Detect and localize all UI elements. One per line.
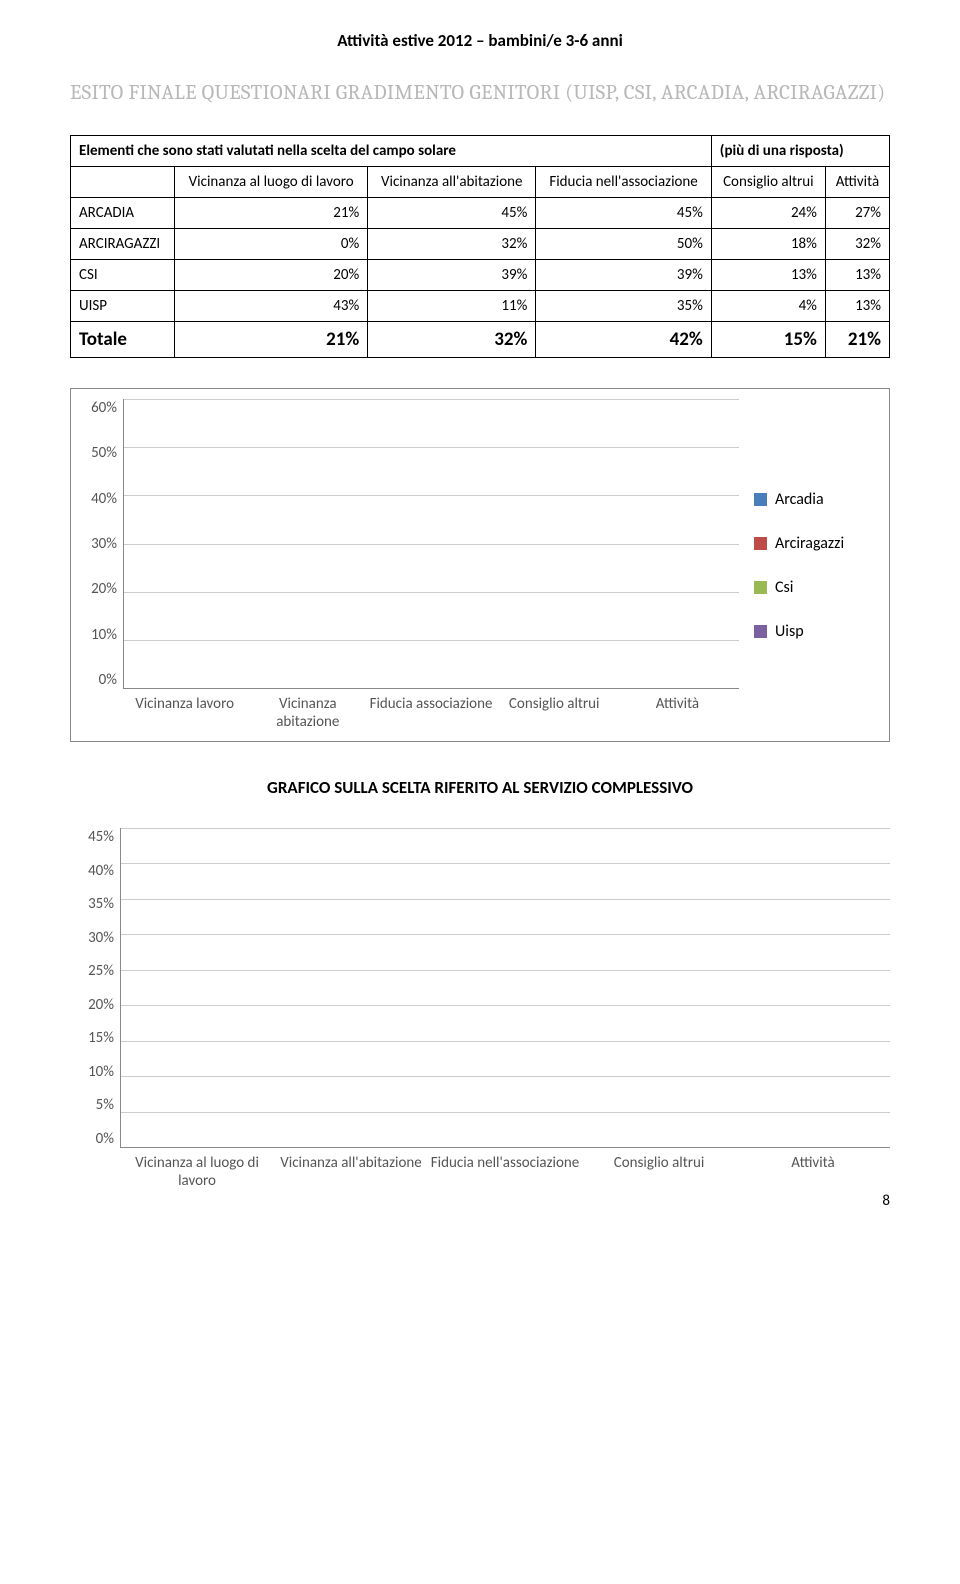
- y-tick-label: 10%: [88, 1063, 114, 1081]
- document-header: Attività estive 2012 – bambini/e 3-6 ann…: [70, 30, 890, 51]
- col-h3: Fiducia nell'associazione: [536, 167, 711, 198]
- x-tick-label: Vicinanza al luogo di lavoro: [120, 1148, 274, 1190]
- col-blank: [71, 167, 175, 198]
- legend-swatch: [754, 625, 767, 638]
- chart1-x-axis: Vicinanza lavoroVicinanza abitazioneFidu…: [123, 689, 739, 731]
- page-number: 8: [882, 1192, 890, 1210]
- legend-label: Arciragazzi: [775, 534, 844, 553]
- y-tick-label: 0%: [99, 671, 117, 689]
- legend-swatch: [754, 493, 767, 506]
- x-tick-label: Fiducia nell'associazione: [428, 1148, 582, 1190]
- x-tick-label: Vicinanza abitazione: [246, 689, 369, 731]
- subtitle: ESITO FINALE QUESTIONARI GRADIMENTO GENI…: [70, 81, 890, 105]
- y-tick-label: 20%: [91, 580, 117, 598]
- y-tick-label: 35%: [88, 895, 114, 913]
- y-tick-label: 20%: [88, 996, 114, 1014]
- x-tick-label: Attività: [616, 689, 739, 731]
- x-tick-label: Vicinanza lavoro: [123, 689, 246, 731]
- col-h2: Vicinanza all'abitazione: [368, 167, 536, 198]
- table-title-right: (più di una risposta): [711, 136, 889, 167]
- table-row: UISP 43% 11% 35% 4% 13%: [71, 291, 890, 322]
- y-tick-label: 5%: [96, 1096, 114, 1114]
- legend-swatch: [754, 581, 767, 594]
- legend-item: Csi: [754, 578, 879, 597]
- legend-item: Arcadia: [754, 490, 879, 509]
- legend-label: Csi: [775, 578, 793, 597]
- y-tick-label: 40%: [91, 490, 117, 508]
- chart1-plot-area: [123, 399, 739, 689]
- summary-bar-chart: 45% 40% 35% 30% 25% 20% 15% 10% 5% 0% Vicinanza a…: [70, 818, 890, 1190]
- y-tick-label: 30%: [91, 535, 117, 553]
- y-tick-label: 45%: [88, 828, 114, 846]
- y-tick-label: 30%: [88, 929, 114, 947]
- chart2-y-axis: 45% 40% 35% 30% 25% 20% 15% 10% 5% 0%: [70, 828, 120, 1148]
- y-tick-label: 0%: [96, 1130, 114, 1148]
- x-tick-label: Consiglio altrui: [582, 1148, 736, 1190]
- x-tick-label: Fiducia associazione: [369, 689, 492, 731]
- chart2-plot-area: [120, 828, 890, 1148]
- col-h1: Vicinanza al luogo di lavoro: [175, 167, 368, 198]
- col-h5: Attività: [825, 167, 889, 198]
- table-row: ARCIRAGAZZI 0% 32% 50% 18% 32%: [71, 229, 890, 260]
- y-tick-label: 10%: [91, 626, 117, 644]
- col-h4: Consiglio altrui: [711, 167, 825, 198]
- data-table: Elementi che sono stati valutati nella s…: [70, 135, 890, 358]
- section-label: GRAFICO SULLA SCELTA RIFERITO AL SERVIZI…: [70, 777, 890, 798]
- y-tick-label: 60%: [91, 399, 117, 417]
- legend-label: Arcadia: [775, 490, 824, 509]
- y-tick-label: 25%: [88, 962, 114, 980]
- chart1-y-axis: 60% 50% 40% 30% 20% 10% 0%: [81, 399, 123, 689]
- table-row: CSI 20% 39% 39% 13% 13%: [71, 260, 890, 291]
- chart2-x-axis: Vicinanza al luogo di lavoroVicinanza al…: [120, 1148, 890, 1190]
- legend-label: Uisp: [775, 622, 804, 641]
- table-row: ARCADIA 21% 45% 45% 24% 27%: [71, 198, 890, 229]
- legend-item: Uisp: [754, 622, 879, 641]
- grouped-bar-chart: 60% 50% 40% 30% 20% 10% 0% Vicinanza lavoroVic…: [70, 388, 890, 742]
- legend-item: Arciragazzi: [754, 534, 879, 553]
- y-tick-label: 15%: [88, 1029, 114, 1047]
- y-tick-label: 40%: [88, 862, 114, 880]
- x-tick-label: Consiglio altrui: [493, 689, 616, 731]
- legend-swatch: [754, 537, 767, 550]
- table-title-left: Elementi che sono stati valutati nella s…: [71, 136, 712, 167]
- x-tick-label: Attività: [736, 1148, 890, 1190]
- y-tick-label: 50%: [91, 444, 117, 462]
- chart1-legend: Arcadia Arciragazzi Csi Uisp: [739, 399, 879, 731]
- table-total-row: Totale 21% 32% 42% 15% 21%: [71, 322, 890, 358]
- x-tick-label: Vicinanza all'abitazione: [274, 1148, 428, 1190]
